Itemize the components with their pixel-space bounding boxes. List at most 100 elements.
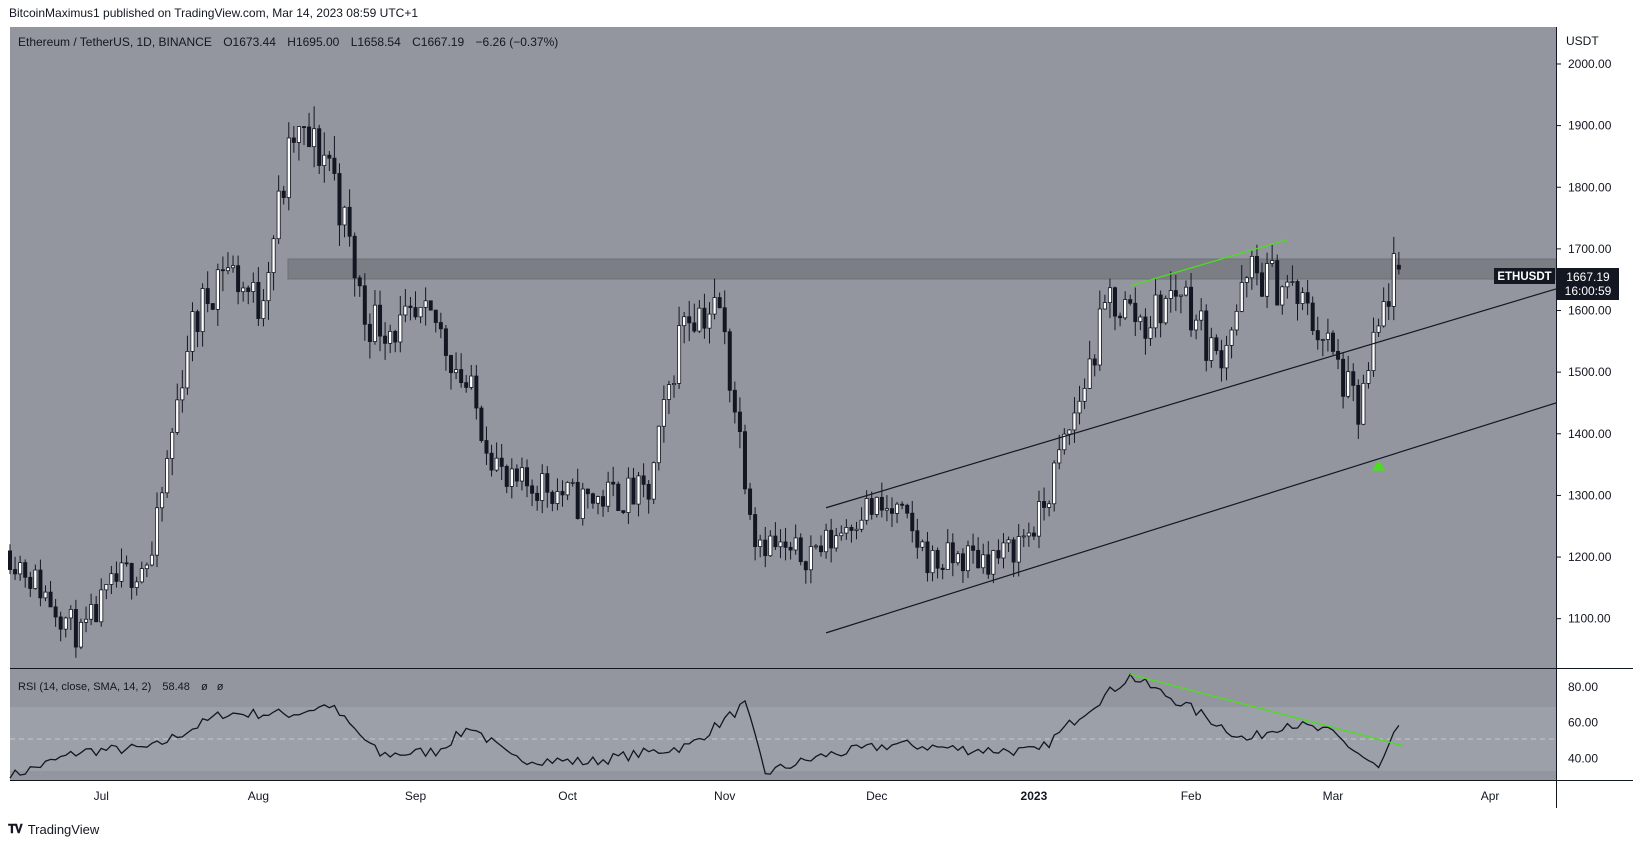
candle-up xyxy=(1006,539,1011,544)
candle-down xyxy=(550,491,555,504)
price-axis-label: 1500.00 xyxy=(1568,365,1612,379)
candle-down xyxy=(889,508,894,514)
candle-up xyxy=(606,481,611,507)
candle-up xyxy=(981,554,986,569)
candle-up xyxy=(636,475,641,505)
candle-down xyxy=(829,529,834,549)
candle-down xyxy=(408,305,413,308)
candle-down xyxy=(737,411,742,433)
candle-up xyxy=(808,546,813,571)
candle-up xyxy=(180,387,185,401)
candle-up xyxy=(160,492,165,509)
candle-down xyxy=(935,550,940,569)
candle-up xyxy=(134,581,139,588)
candle-up xyxy=(1178,294,1183,297)
candle-up xyxy=(104,584,109,591)
price-pane[interactable] xyxy=(10,27,1556,668)
candle-up xyxy=(1153,294,1158,329)
candle-up xyxy=(403,305,408,316)
rsi-axis[interactable]: 80.00 60.00 40.00 xyxy=(1568,680,1598,766)
candles-layer xyxy=(7,106,1401,658)
rsi-divergence-line xyxy=(1130,673,1405,747)
candle-up xyxy=(1270,260,1275,264)
rsi-value: 58.48 xyxy=(162,681,190,693)
candle-up xyxy=(945,542,950,570)
candle-down xyxy=(722,307,727,333)
candle-down xyxy=(1189,286,1194,331)
candle-up xyxy=(1376,325,1381,333)
candle-up xyxy=(509,468,514,487)
legend-open-label: O xyxy=(223,35,232,49)
candle-down xyxy=(1173,290,1178,297)
candle-down xyxy=(236,265,241,293)
publisher-attribution: BitcoinMaximus1 published on TradingView… xyxy=(9,6,419,20)
candle-up xyxy=(1052,462,1057,505)
candle-down xyxy=(1128,299,1133,304)
time-axis-label: Dec xyxy=(866,789,887,803)
price-axis-unit: USDT xyxy=(1566,34,1599,48)
candle-up xyxy=(1077,400,1082,414)
candle-down xyxy=(433,309,438,323)
candle-up xyxy=(1285,281,1290,288)
candle-up xyxy=(1361,382,1366,425)
candle-up xyxy=(595,496,600,504)
legend-high-label: H xyxy=(287,35,296,49)
candle-down xyxy=(448,355,453,374)
candle-down xyxy=(205,288,210,304)
candle-up xyxy=(707,313,712,329)
candle-up xyxy=(1300,292,1305,304)
candle-down xyxy=(1158,294,1163,324)
time-axis[interactable]: Jul Aug Sep Oct Nov Dec 2023 Feb Mar Apr xyxy=(94,789,1500,803)
time-axis-label: Aug xyxy=(248,789,269,803)
price-divergence-line xyxy=(1130,239,1288,287)
candle-up xyxy=(712,297,717,315)
legend-low-label: L xyxy=(351,35,358,49)
footer-brand[interactable]: 𝐓𝐕 TradingView xyxy=(8,819,99,839)
candle-down xyxy=(545,473,550,493)
candle-up xyxy=(175,399,180,433)
legend-open-value: 1673.44 xyxy=(233,35,277,49)
candle-up xyxy=(144,564,149,570)
legend-change: −6.26 (−0.37%) xyxy=(476,35,559,49)
candle-up xyxy=(454,369,459,374)
candle-down xyxy=(773,535,778,548)
candle-down xyxy=(601,496,606,507)
candle-down xyxy=(124,562,129,565)
candle-down xyxy=(641,475,646,485)
candle-up xyxy=(84,618,89,623)
price-axis[interactable]: 2000.00 1900.00 1800.00 1700.00 1600.00 1500.… xyxy=(1556,57,1612,626)
candle-up xyxy=(854,528,859,531)
candle-down xyxy=(940,567,945,570)
candle-down xyxy=(337,173,342,226)
candle-down xyxy=(1113,287,1118,317)
candle-down xyxy=(1310,302,1315,331)
candle-down xyxy=(53,606,58,618)
candle-up xyxy=(1107,287,1112,303)
candle-up xyxy=(1072,412,1077,431)
candle-down xyxy=(38,569,43,599)
candle-up xyxy=(661,399,666,427)
candle-up xyxy=(813,545,818,548)
price-axis-label: 1900.00 xyxy=(1568,119,1612,133)
candle-up xyxy=(570,481,575,484)
candle-down xyxy=(23,562,28,578)
candle-up xyxy=(215,269,220,310)
candle-up xyxy=(1194,319,1199,331)
candle-down xyxy=(210,303,215,310)
rsi-axis-label: 80.00 xyxy=(1568,680,1598,694)
candle-down xyxy=(616,483,621,511)
candle-up xyxy=(1163,298,1168,324)
candle-up xyxy=(1366,370,1371,384)
candle-up xyxy=(555,491,560,504)
candle-down xyxy=(971,545,976,551)
candle-up xyxy=(185,351,190,389)
candle-down xyxy=(504,466,509,487)
candle-up xyxy=(1102,302,1107,310)
candle-up xyxy=(991,550,996,575)
candle-down xyxy=(803,561,808,571)
candle-up xyxy=(651,462,656,500)
candle-up xyxy=(1047,503,1052,508)
candle-down xyxy=(1330,332,1335,352)
candle-down xyxy=(1260,272,1265,297)
